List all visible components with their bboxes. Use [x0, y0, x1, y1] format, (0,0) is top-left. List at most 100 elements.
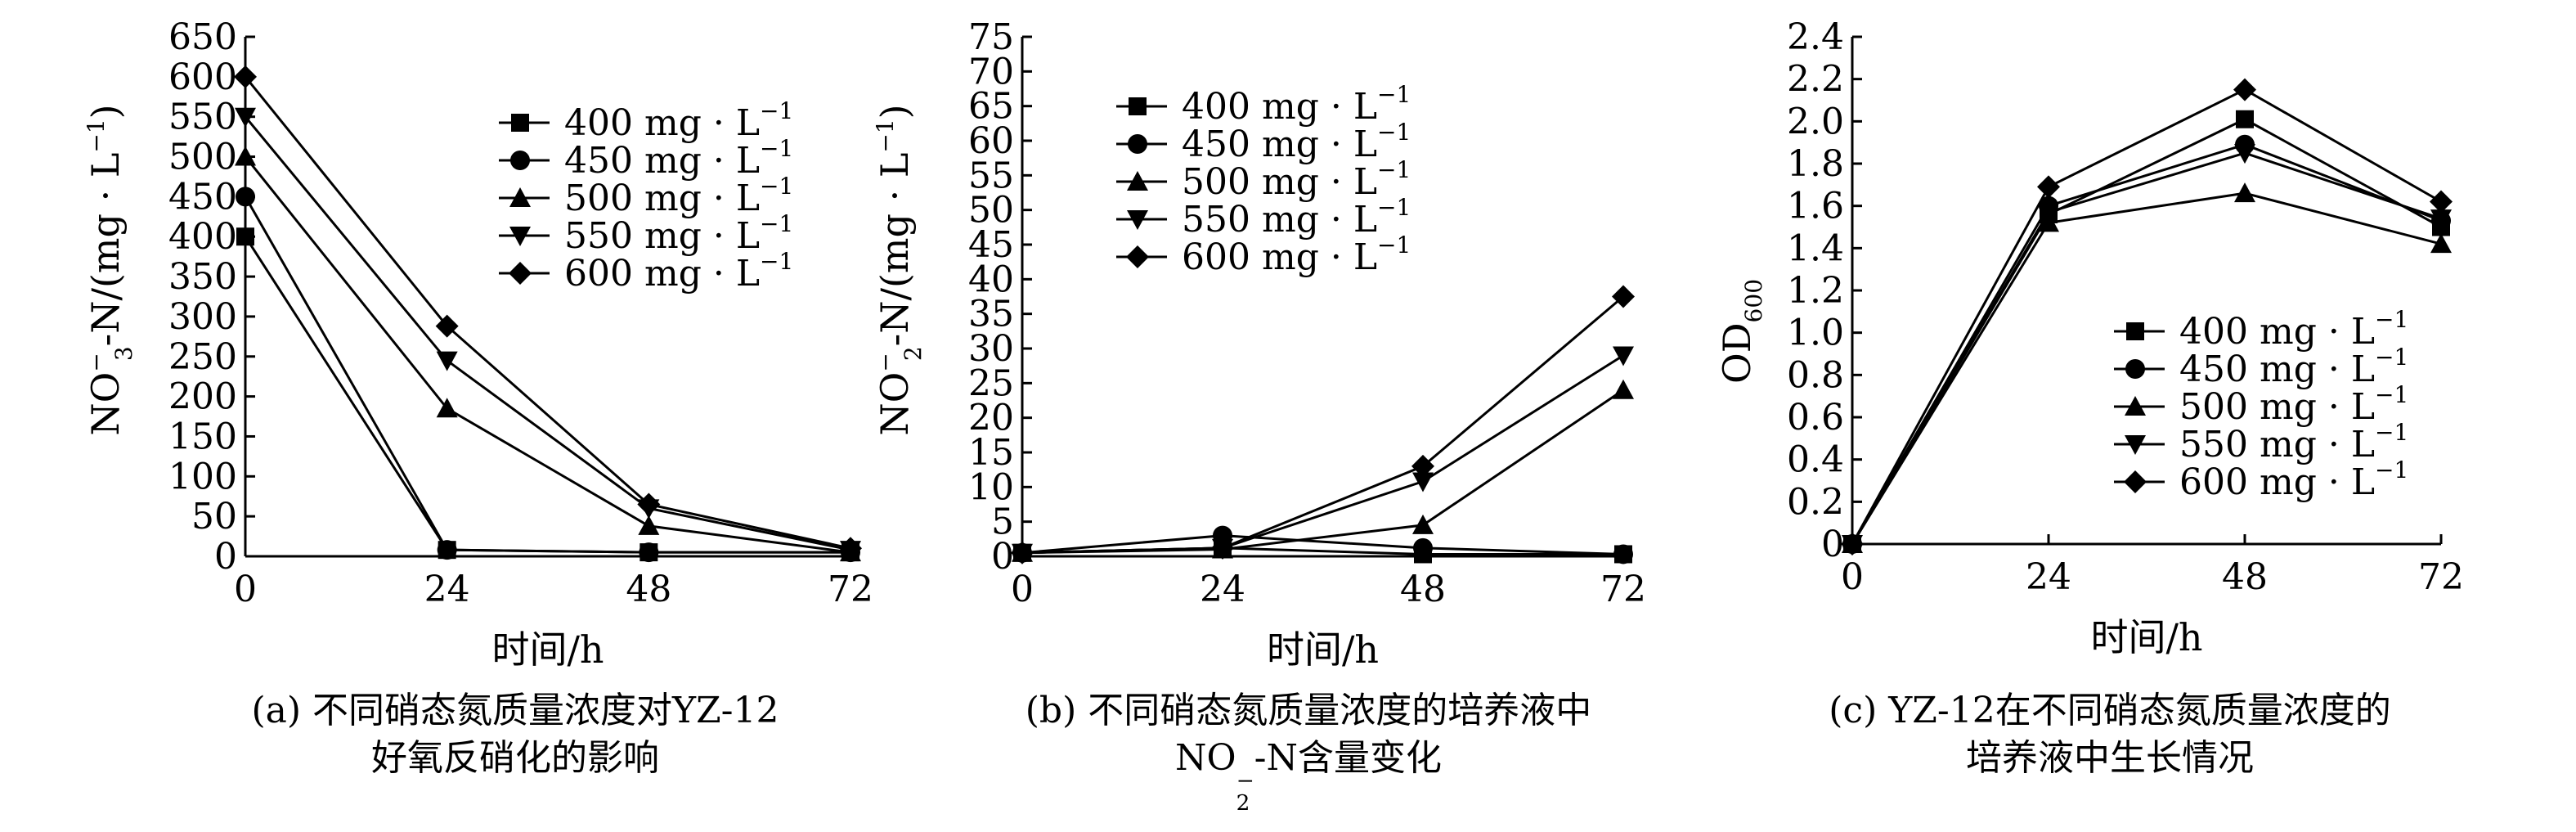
data-point — [1211, 536, 1234, 560]
y-tick-label: 200 — [168, 376, 237, 418]
legend-entry-2: 500 mg · L−1 — [1116, 156, 1411, 203]
x-axis-label: 时间/h — [2090, 615, 2202, 659]
data-point — [1411, 454, 1434, 478]
legend-label: 600 mg · L−1 — [564, 248, 793, 295]
legend-entry-1: 450 mg · L−1 — [499, 135, 793, 182]
legend-marker — [510, 151, 530, 170]
caption-b-line1: 不同硝态氮质量浓度的培养液中 — [1088, 690, 1592, 731]
legend-entry-3: 550 mg · L−1 — [2114, 419, 2408, 465]
y-tick-label: 250 — [168, 336, 237, 378]
x-tick-label: 72 — [2418, 556, 2464, 598]
caption-a-line1: 不同硝态氮质量浓度对YZ-12 — [312, 690, 779, 731]
data-point — [236, 187, 255, 207]
series-line — [1021, 295, 1624, 555]
legend-marker — [509, 227, 531, 246]
y-tick-label: 1.8 — [1787, 143, 1844, 185]
y-tick-label: 0.4 — [1787, 439, 1844, 481]
series-1 — [236, 187, 860, 563]
legend-label: 400 mg · L−1 — [2179, 306, 2408, 353]
legend-marker — [2125, 396, 2146, 416]
legend-marker — [1126, 245, 1149, 268]
legend-entry-3: 550 mg · L−1 — [499, 210, 793, 257]
data-point — [839, 537, 862, 560]
y-tick-label: 45 — [968, 224, 1014, 266]
data-point — [2037, 175, 2060, 199]
series-line — [244, 155, 851, 554]
y-tick-label: 0.2 — [1787, 481, 1844, 523]
legend-label: 600 mg · L−1 — [2179, 456, 2408, 503]
y-tick-label: 25 — [968, 362, 1014, 404]
data-point — [1612, 285, 1635, 308]
legend-entry-2: 500 mg · L−1 — [2114, 381, 2408, 428]
series-line — [244, 75, 851, 550]
x-tick-label: 48 — [2222, 556, 2268, 598]
x-tick-label: 24 — [2026, 556, 2071, 598]
series-4 — [234, 65, 862, 560]
y-tick-label: 2.4 — [1787, 16, 1844, 58]
caption-c-label: (c) — [1829, 690, 1878, 731]
x-tick-label: 24 — [1200, 569, 1245, 610]
legend-entry-2: 500 mg · L−1 — [499, 173, 793, 219]
legend-marker — [509, 187, 531, 207]
data-point — [234, 65, 257, 88]
y-tick-label: 5 — [991, 501, 1014, 543]
y-tick-label: 150 — [168, 416, 237, 457]
x-axis-label: 时间/h — [1267, 627, 1379, 672]
x-axis-label: 时间/h — [491, 627, 604, 672]
x-tick-label: 0 — [1841, 556, 1864, 598]
data-point — [2236, 110, 2254, 128]
y-tick-label: 0 — [214, 536, 237, 578]
y-axis-label: OD600 — [1715, 279, 1767, 384]
series-4 — [1841, 78, 2453, 555]
data-point — [638, 515, 660, 535]
caption-a: (a) 不同硝态氮质量浓度对YZ-12 好氧反硝化的影响 — [147, 687, 883, 782]
data-point — [435, 314, 459, 338]
data-point — [1613, 379, 1634, 399]
legend-marker — [2125, 435, 2146, 455]
caption-c-line2: 培养液中生长情况 — [1966, 737, 2254, 779]
legend-label: 500 mg · L−1 — [564, 173, 793, 219]
y-tick-label: 50 — [968, 190, 1014, 232]
legend-marker — [511, 114, 529, 132]
legend-label: 400 mg · L−1 — [1182, 81, 1411, 128]
y-tick-label: 60 — [968, 120, 1014, 162]
y-tick-label: 1.4 — [1787, 227, 1844, 269]
y-tick-label: 20 — [968, 398, 1014, 439]
y-tick-label: 0 — [991, 536, 1014, 578]
data-point — [2038, 203, 2059, 223]
y-tick-label: 55 — [968, 155, 1014, 196]
y-tick-label: 400 — [168, 216, 237, 258]
data-point — [2234, 144, 2255, 164]
legend-label: 550 mg · L−1 — [1182, 194, 1411, 241]
y-tick-label: 75 — [968, 16, 1014, 58]
data-point — [2430, 209, 2452, 230]
data-point — [437, 540, 457, 560]
data-point — [2233, 78, 2256, 101]
data-point — [235, 146, 256, 166]
series-line — [1851, 191, 2442, 545]
data-point — [1011, 541, 1034, 564]
legend-marker — [1127, 171, 1148, 191]
y-tick-label: 350 — [168, 256, 237, 298]
legend-entry-4: 600 mg · L−1 — [499, 248, 793, 295]
y-tick-label: 300 — [168, 296, 237, 338]
legend-marker — [1128, 134, 1147, 154]
x-tick-label: 48 — [626, 569, 671, 610]
legend-label: 600 mg · L−1 — [1182, 232, 1411, 278]
y-tick-label: 450 — [168, 176, 237, 218]
y-tick-label: 100 — [168, 456, 237, 497]
legend-entry-0: 400 mg · L−1 — [1116, 81, 1411, 128]
legend-entry-0: 400 mg · L−1 — [2114, 306, 2408, 353]
x-tick-label: 48 — [1400, 569, 1446, 610]
legend-marker — [2125, 359, 2145, 379]
series-line — [1851, 88, 2442, 545]
data-point — [2430, 190, 2453, 214]
y-tick-label: 0.8 — [1787, 354, 1844, 396]
data-point — [1413, 537, 1433, 558]
y-tick-label: 15 — [968, 432, 1014, 474]
legend-entry-1: 450 mg · L−1 — [1116, 119, 1411, 165]
y-tick-label: 10 — [968, 466, 1014, 508]
caption-b: (b) 不同硝态氮质量浓度的培养液中 NO −2 -N含量变化 — [940, 687, 1676, 816]
